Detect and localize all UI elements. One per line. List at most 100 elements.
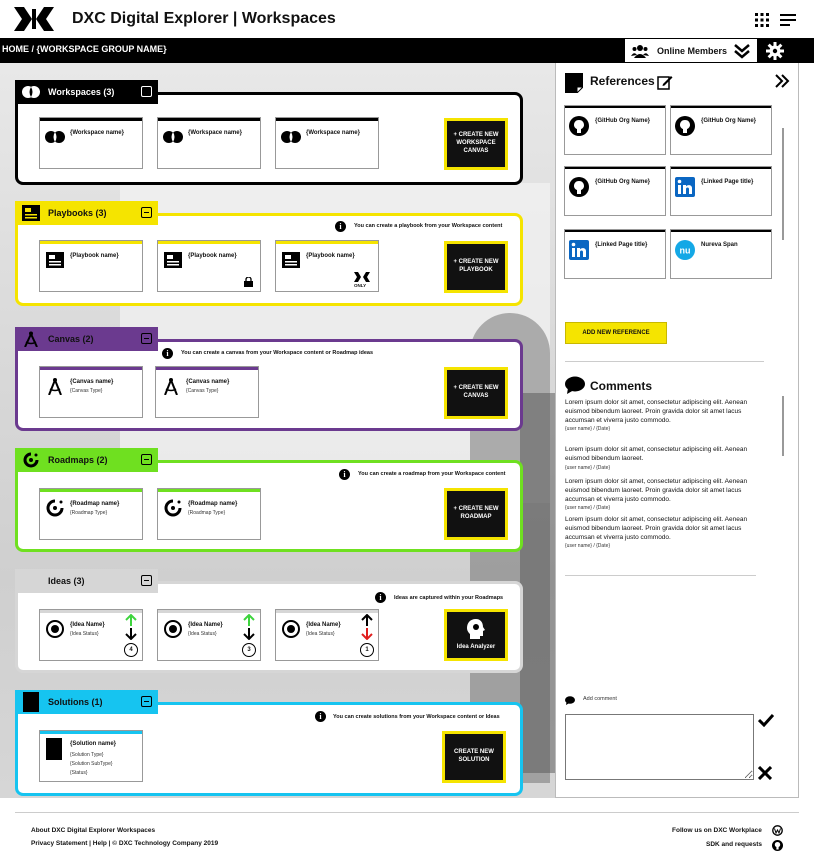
footer-sdk-link[interactable]: SDK and requests (706, 841, 762, 848)
arrow-down-icon[interactable] (243, 628, 255, 640)
create-workspace-canvas-button[interactable]: + CREATE NEW WORKSPACE CANVAS (444, 118, 508, 170)
workspace-icon (281, 131, 301, 143)
roadmap-card[interactable]: {Roadmap name} {Roadmap Type} (39, 488, 143, 540)
info-icon: i (315, 711, 326, 722)
solutions-header[interactable]: Solutions (1) (15, 690, 158, 714)
workspace-card[interactable]: {Workspace name} (157, 117, 261, 169)
target-icon (46, 620, 64, 638)
collapse-icon[interactable] (141, 86, 152, 97)
apps-grid-icon[interactable] (755, 13, 769, 27)
playbook-icon (282, 252, 300, 268)
workspaces-title: Workspaces (3) (48, 87, 115, 97)
comment-text: Lorem ipsum dolor sit amet, consectetur … (565, 478, 748, 503)
roadmaps-title: Roadmaps (2) (48, 455, 108, 465)
collapse-icon[interactable] (141, 575, 152, 586)
canvas-name: {Canvas name} (186, 379, 230, 385)
arrow-down-icon[interactable] (361, 628, 373, 640)
linkedin-icon (675, 177, 695, 197)
comment-bubble-icon (565, 376, 585, 394)
reference-card[interactable]: {GitHub Org Name} (564, 105, 666, 155)
playbook-name: {Playbook name} (70, 253, 119, 259)
edit-icon[interactable] (657, 74, 673, 90)
add-comment-label: Add comment (583, 696, 617, 702)
workspace-card[interactable]: {Workspace name} (39, 117, 143, 169)
arrow-up-icon[interactable] (361, 614, 373, 626)
linkedin-icon (569, 240, 589, 260)
collapse-icon[interactable] (141, 333, 152, 344)
idea-card[interactable]: {Idea Name} {Idea Status} 1 (275, 609, 379, 661)
idea-card[interactable]: {Idea Name} {Idea Status} 3 (157, 609, 261, 661)
dxc-only-icon (354, 272, 370, 282)
create-roadmap-button[interactable]: + CREATE NEW ROADMAP (444, 488, 508, 540)
playbook-icon (164, 252, 182, 268)
playbooks-header[interactable]: Playbooks (3) (15, 201, 158, 225)
nureva-icon: nu (675, 240, 695, 260)
dxc-logo-icon[interactable] (14, 7, 54, 31)
comment-input[interactable] (565, 714, 754, 780)
workplace-icon[interactable] (772, 825, 783, 836)
canvas-header[interactable]: Canvas (2) (15, 327, 158, 351)
roadmap-icon (46, 499, 64, 517)
create-canvas-button[interactable]: + CREATE NEW CANVAS (444, 367, 508, 419)
reference-card[interactable]: {GitHub Org Name} (564, 166, 666, 216)
arrow-up-icon[interactable] (125, 614, 137, 626)
idea-card[interactable]: {Idea Name} {Idea Status} 4 (39, 609, 143, 661)
online-members-button[interactable]: Online Members (624, 38, 758, 63)
vote-count: 4 (124, 643, 138, 657)
references-scrollbar[interactable] (782, 128, 784, 240)
comment-item: Lorem ipsum dolor sit amet, consectetur … (565, 446, 765, 471)
canvas-title: Canvas (2) (48, 334, 94, 344)
comment-meta: {user name} / {Date} (565, 426, 611, 433)
reference-card[interactable]: nu Nureva Span (670, 229, 772, 279)
arrow-down-icon[interactable] (125, 628, 137, 640)
playbook-card[interactable]: {Playbook name} (157, 240, 261, 292)
roadmaps-header[interactable]: Roadmaps (2) (15, 448, 158, 472)
ideas-title: Ideas (3) (48, 576, 85, 586)
reference-card[interactable]: {Linked Page title} (564, 229, 666, 279)
chevron-double-right-icon[interactable] (774, 73, 790, 89)
add-reference-button[interactable]: ADD NEW REFERENCE (565, 322, 667, 344)
roadmap-icon (23, 452, 39, 468)
idea-status: {Idea Status} (188, 631, 217, 637)
canvas-card[interactable]: {Canvas name} {Canvas Type} (39, 366, 143, 418)
vote-count: 3 (242, 643, 256, 657)
create-solution-button[interactable]: CREATE NEW SOLUTION (442, 731, 506, 783)
comment-item: Lorem ipsum dolor sit amet, consectetur … (565, 516, 765, 550)
target-icon (164, 620, 182, 638)
solution-type: {Solution Type} (70, 752, 104, 758)
arrow-up-icon[interactable] (243, 614, 255, 626)
references-title: References (590, 74, 655, 88)
menu-icon[interactable] (780, 13, 796, 27)
footer-about-link[interactable]: About DXC Digital Explorer Workspaces (31, 827, 156, 834)
close-icon[interactable] (758, 766, 772, 780)
idea-analyzer-button[interactable]: Idea Analyzer (444, 609, 508, 661)
reference-label: {GitHub Org Name} (595, 118, 651, 124)
roadmap-card[interactable]: {Roadmap name} {Roadmap Type} (157, 488, 261, 540)
github-icon (675, 116, 695, 136)
reference-card[interactable]: {GitHub Org Name} (670, 105, 772, 155)
breadcrumb[interactable]: HOME / {WORKSPACE GROUP NAME} (2, 44, 167, 54)
collapse-icon[interactable] (141, 207, 152, 218)
playbook-card[interactable]: {Playbook name} ONLY (275, 240, 379, 292)
workspaces-header[interactable]: Workspaces (3) (15, 80, 158, 104)
roadmap-name: {Roadmap name} (70, 501, 120, 507)
ideas-header[interactable]: Ideas (3) (15, 569, 158, 593)
check-icon[interactable] (758, 713, 774, 727)
compass-icon (164, 378, 178, 395)
github-icon[interactable] (772, 840, 783, 851)
workspace-card[interactable]: {Workspace name} (275, 117, 379, 169)
create-playbook-button[interactable]: + CREATE NEW PLAYBOOK (444, 241, 508, 293)
workspace-name: {Workspace name} (306, 130, 360, 136)
gear-icon[interactable] (766, 42, 784, 60)
comment-item: Lorem ipsum dolor sit amet, consectetur … (565, 478, 765, 512)
collapse-icon[interactable] (141, 454, 152, 465)
footer-follow-link[interactable]: Follow us on DXC Workplace (672, 827, 762, 834)
solution-card[interactable]: {Solution name} {Solution Type} {Solutio… (39, 730, 143, 782)
collapse-icon[interactable] (141, 696, 152, 707)
comments-scrollbar[interactable] (782, 396, 784, 456)
reference-card[interactable]: {Linked Page title} (670, 166, 772, 216)
canvas-card[interactable]: {Canvas name} {Canvas Type} (155, 366, 259, 418)
playbook-card[interactable]: {Playbook name} (39, 240, 143, 292)
footer-links[interactable]: Privacy Statement | Help | © DXC Technol… (31, 840, 219, 847)
playbooks-hint: You can create a playbook from your Work… (354, 223, 503, 229)
